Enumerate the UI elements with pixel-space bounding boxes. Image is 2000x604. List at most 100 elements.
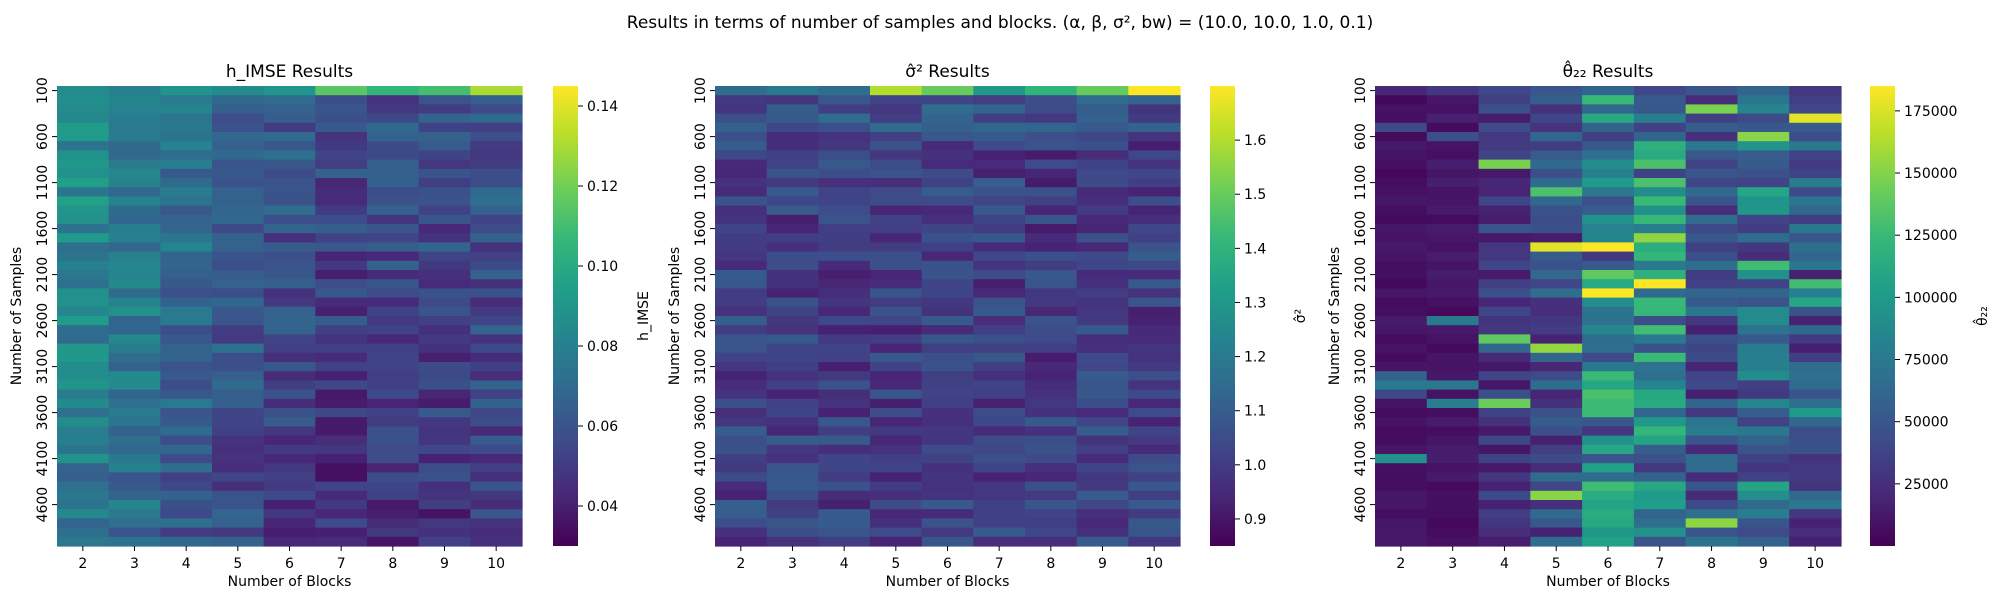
heatmap-cell (818, 509, 871, 519)
heatmap-cell (263, 398, 316, 409)
heatmap-cell (470, 417, 523, 427)
heatmap-cell (263, 509, 316, 519)
heatmap-cell (973, 233, 1026, 243)
heatmap-cell (212, 95, 265, 105)
heatmap-cell (1582, 352, 1635, 363)
heatmap-cell (1076, 343, 1129, 354)
heatmap-cell (418, 104, 471, 115)
heatmap-cell (1633, 362, 1687, 372)
heatmap-cell (212, 444, 265, 455)
x-tick-label: 6 (285, 556, 294, 572)
heatmap-cell (870, 518, 923, 529)
heatmap-cell (315, 426, 368, 437)
heatmap-cell (1789, 306, 1842, 317)
heatmap-cell (57, 518, 110, 529)
heatmap-cell (315, 463, 368, 473)
heatmap-cell (766, 297, 819, 308)
heatmap-cell (818, 95, 871, 105)
heatmap-cell (921, 104, 974, 115)
heatmap-cell (1582, 251, 1635, 262)
heatmap-cell (315, 122, 368, 133)
heatmap-cell (57, 334, 110, 345)
heatmap-cell (263, 316, 316, 326)
heatmap-cell (1737, 159, 1790, 170)
heatmap-cell (715, 260, 768, 271)
heatmap-cell (766, 260, 819, 271)
heatmap-cell (160, 132, 213, 142)
heatmap-cell (1633, 435, 1687, 446)
heatmap-cell (1025, 343, 1078, 354)
heatmap-cell (1128, 214, 1181, 225)
heatmap-cell (1426, 196, 1480, 207)
heatmap-cell (108, 389, 161, 400)
heatmap-cell (1076, 251, 1129, 262)
heatmap-cell (1478, 426, 1531, 437)
heatmap-cell (160, 343, 213, 354)
heatmap-cell (921, 168, 974, 179)
heatmap-cell (1530, 536, 1583, 547)
heatmap-cell (1025, 214, 1078, 225)
x-tick-label: 7 (1655, 556, 1664, 572)
heatmap-cell (160, 279, 213, 289)
heatmap-cell (1478, 141, 1531, 151)
heatmap-cell (1128, 132, 1181, 142)
y-tick-label: 3600 (1353, 395, 1369, 431)
heatmap-cell (1478, 113, 1531, 124)
heatmap-cell (818, 408, 871, 418)
heatmap-cell (715, 205, 768, 216)
heatmap-cell (1685, 527, 1739, 538)
heatmap-cell (263, 242, 316, 253)
heatmap-cell (160, 325, 213, 335)
heatmap-cell (870, 168, 923, 179)
heatmap-cell (57, 325, 110, 335)
heatmap-cell (315, 242, 368, 253)
heatmap-cell (1128, 408, 1181, 418)
heatmap-cell (1375, 168, 1428, 179)
heatmap-cell (470, 380, 523, 391)
heatmap-cell (367, 454, 420, 464)
heatmap-cell (921, 224, 974, 234)
heatmap-cell (1789, 214, 1842, 225)
heatmap-cell (367, 536, 420, 547)
heatmap-cell (1530, 251, 1583, 262)
heatmap-cell (1478, 352, 1531, 363)
heatmap-cell (973, 187, 1026, 197)
heatmap-cell (315, 251, 368, 262)
heatmap-cell (1633, 233, 1687, 243)
heatmap-cell (418, 417, 471, 427)
heatmap-cell (1025, 95, 1078, 105)
heatmap-cell (1737, 334, 1790, 345)
heatmap-cell (1426, 362, 1480, 372)
heatmap-cell (870, 334, 923, 345)
heatmap-cell (57, 408, 110, 418)
heatmap-cell (870, 408, 923, 418)
heatmap-cell (1478, 417, 1531, 427)
heatmap-cell (1737, 196, 1790, 207)
heatmap-cell (1737, 527, 1790, 538)
heatmap-cell (921, 86, 974, 96)
heatmap-cells (715, 86, 1181, 547)
heatmap-cell (160, 536, 213, 547)
heatmap-cell (1076, 95, 1129, 105)
heatmap-cell (57, 500, 110, 510)
heatmap-cell (973, 408, 1026, 418)
heatmap-cell (367, 150, 420, 161)
heatmap-cell (263, 95, 316, 105)
heatmap-cell (263, 306, 316, 317)
heatmap-cell (1685, 242, 1739, 253)
heatmap-cell (1478, 454, 1531, 464)
heatmap-cell (315, 417, 368, 427)
heatmap-cell (1737, 233, 1790, 243)
heatmap-cell (1685, 343, 1739, 354)
heatmap-cell (315, 104, 368, 115)
heatmap-cell (870, 380, 923, 391)
heatmap-cell (1375, 159, 1428, 170)
colorbar-tick-label: 1.4 (1244, 241, 1266, 257)
heatmap-cell (160, 481, 213, 492)
heatmap-cell (1426, 352, 1480, 363)
heatmap-cell (1530, 325, 1583, 335)
heatmap-cell (1530, 196, 1583, 207)
heatmap-cell (766, 233, 819, 243)
heatmap-cell (263, 343, 316, 354)
heatmap-cell (470, 463, 523, 473)
